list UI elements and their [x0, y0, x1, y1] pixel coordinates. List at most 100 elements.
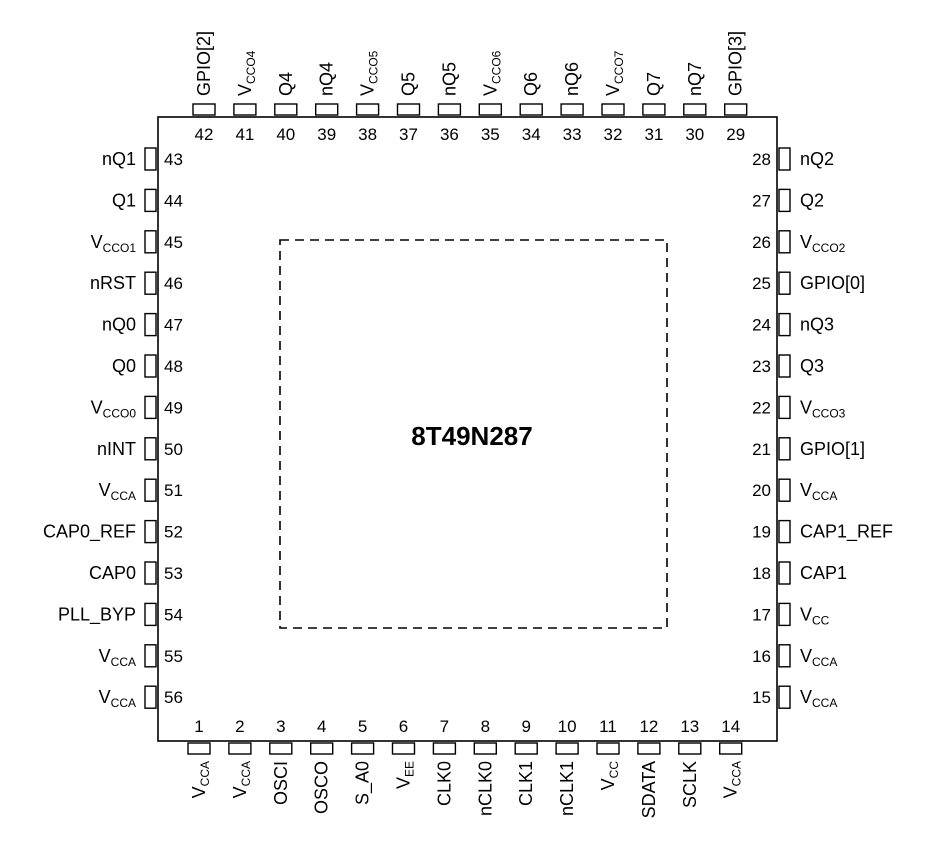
pin-pad: [144, 395, 157, 420]
pin-38-vcco5: 38 VCCO5: [355, 50, 381, 144]
pin-name: VCCO7: [603, 50, 626, 96]
pin-37-q5: 37 Q5: [396, 72, 421, 144]
pin-name: nQ4: [317, 62, 337, 96]
pin-19-cap1-ref: 19 CAP1_REF: [752, 519, 893, 544]
pin-pad: [637, 742, 661, 755]
pin-23-q3: 23 Q3: [752, 354, 824, 378]
pin-name: VCCA: [99, 480, 136, 503]
pin-pad: [350, 742, 375, 755]
pin-number: 8: [481, 717, 490, 736]
pin-24-nq3: 24 nQ3: [752, 312, 834, 337]
pin-number: 25: [752, 274, 771, 293]
pin-pad: [144, 354, 157, 378]
pin-name: PLL_BYP: [58, 604, 136, 625]
pin-4-osco: 4 OSCO: [310, 717, 334, 814]
pin-32-vcco7: 32 VCCO7: [601, 50, 626, 144]
pin-name: nCLK0: [475, 761, 495, 816]
pin-26-vcco2: 26 VCCO2: [752, 230, 846, 255]
pin-name: Q6: [521, 72, 541, 96]
pin-name: nQ0: [102, 315, 136, 335]
pin-number: 34: [522, 125, 541, 144]
pin-pad: [724, 103, 748, 116]
pin-pad: [678, 742, 702, 755]
pin-number: 11: [599, 717, 617, 736]
pin-1-vcca: 1 VCCA: [187, 717, 212, 798]
pin-pad: [778, 644, 791, 668]
pin-34-q6: 34 Q6: [519, 72, 543, 144]
pin-name: VCCO5: [358, 50, 381, 96]
pin-pad: [396, 103, 421, 116]
pin-pad: [778, 147, 791, 171]
pin-22-vcco3: 22 VCCO3: [752, 395, 846, 420]
pin-name: VCCA: [99, 646, 136, 669]
pin-name: CLK1: [516, 761, 536, 806]
pin-pad: [778, 519, 791, 544]
pin-number: 42: [195, 125, 214, 144]
pin-number: 48: [164, 357, 183, 376]
pin-number: 55: [164, 647, 183, 666]
pin-50-nint: 50 nINT: [97, 437, 183, 461]
pin-2-vcca: 2 VCCA: [228, 717, 253, 798]
pin-pad: [355, 103, 380, 116]
pin-number: 1: [194, 717, 203, 736]
pin-name: nQ7: [685, 62, 705, 96]
pin-56-vcca: 56 VCCA: [99, 685, 183, 710]
pin-pad: [233, 103, 257, 116]
pin-pad: [778, 230, 791, 254]
pin-52-cap0-ref: 52 CAP0_REF: [43, 519, 183, 544]
pin-name: Q5: [399, 72, 419, 96]
pin-pad: [778, 312, 791, 337]
package-body: [157, 116, 778, 742]
pin-name: VCC: [800, 604, 830, 627]
pin-number: 38: [358, 125, 377, 144]
pin-pad: [391, 742, 416, 755]
pin-48-q0: 48 Q0: [112, 354, 183, 378]
pin-pad: [228, 742, 252, 755]
pin-18-cap1: 18 CAP1: [752, 561, 847, 585]
pin-13-sclk: 13 SCLK: [678, 717, 702, 808]
pin-pad: [519, 103, 543, 116]
pin-number: 51: [164, 481, 183, 500]
pin-name: Q4: [276, 72, 296, 96]
pin-number: 53: [164, 564, 183, 583]
pin-name: CAP0_REF: [43, 522, 136, 543]
pin-name: VCCA: [800, 687, 837, 710]
pin-number: 50: [164, 440, 183, 459]
pin-pad: [778, 561, 791, 585]
pin-number: 56: [164, 688, 183, 707]
pin-number: 54: [164, 605, 183, 624]
pin-pad: [601, 103, 625, 116]
pin-17-vcc: 17 VCC: [752, 602, 830, 627]
pin-name: VCC: [598, 761, 621, 791]
pin-name: VCCO2: [800, 232, 846, 255]
pin-36-nq5: 36 nQ5: [437, 62, 462, 144]
pin-number: 27: [752, 191, 771, 210]
pin-pad: [778, 271, 791, 295]
pin-31-q7: 31 Q7: [642, 72, 666, 144]
pin-name: VCCO4: [235, 50, 258, 96]
pin-number: 47: [164, 316, 183, 335]
pin-pad: [144, 519, 157, 544]
pin-number: 13: [680, 717, 699, 736]
pin-pad: [778, 437, 791, 461]
pin-pad: [187, 742, 211, 755]
pin-pad: [310, 742, 334, 755]
pin-16-vcca: 16 VCCA: [752, 644, 837, 669]
pin-pad: [778, 602, 791, 627]
pin-name: nINT: [97, 439, 136, 459]
pin-8-nclk0: 8 nCLK0: [473, 717, 497, 816]
pin-name: Q1: [112, 190, 136, 210]
pin-number: 33: [563, 125, 582, 144]
pin-30-nq7: 30 nQ7: [683, 62, 707, 144]
pin-41-vcco4: 41 VCCO4: [233, 50, 258, 144]
pin-27-q2: 27 Q2: [752, 188, 824, 213]
pin-45-vcco1: 45 VCCO1: [91, 230, 183, 255]
pin-pad: [144, 312, 157, 337]
pin-number: 24: [752, 316, 771, 335]
pin-pad: [144, 644, 157, 668]
pin-10-nclk1: 10 nCLK1: [555, 717, 579, 816]
pin-name: OSCI: [271, 761, 291, 805]
pin-pad: [144, 561, 157, 585]
pin-name: VCCA: [721, 761, 744, 798]
